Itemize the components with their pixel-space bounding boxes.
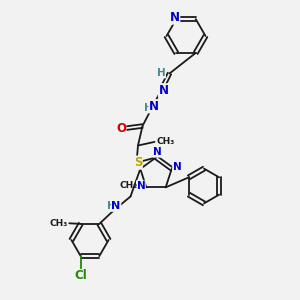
Text: CH₂: CH₂ — [120, 182, 138, 190]
Text: Cl: Cl — [74, 269, 87, 282]
Text: N: N — [170, 11, 180, 24]
Text: H: H — [144, 103, 153, 113]
Text: N: N — [149, 100, 159, 113]
Text: O: O — [116, 122, 126, 135]
Text: N: N — [173, 162, 182, 172]
Text: CH₃: CH₃ — [157, 137, 175, 146]
Text: N: N — [112, 201, 121, 211]
Text: N: N — [158, 84, 169, 97]
Text: S: S — [134, 156, 142, 169]
Text: H: H — [106, 201, 116, 211]
Text: N: N — [136, 181, 145, 191]
Text: CH₃: CH₃ — [50, 219, 68, 228]
Text: N: N — [153, 147, 162, 157]
Text: H: H — [157, 68, 166, 78]
